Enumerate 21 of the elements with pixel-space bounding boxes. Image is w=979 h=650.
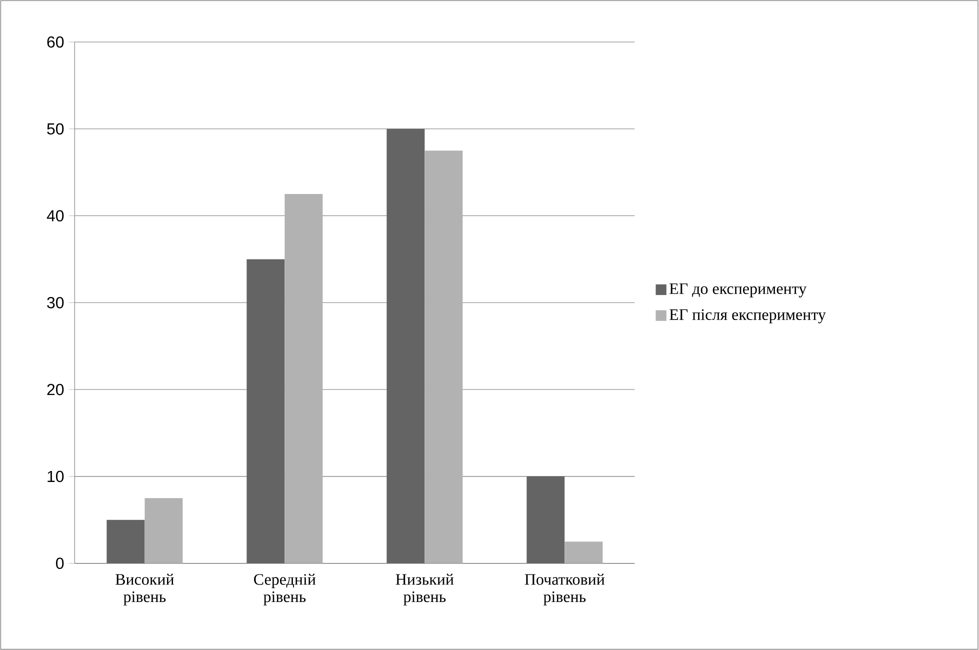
y-tick-label: 40 xyxy=(46,210,64,222)
x-tick-label: Високий рівень xyxy=(116,574,174,606)
bar xyxy=(386,128,425,564)
bar xyxy=(284,194,323,564)
y-tick-label: 0 xyxy=(56,558,64,569)
y-tick-label: 50 xyxy=(47,123,64,135)
x-tick-label: Середній рівень xyxy=(254,574,316,606)
bar xyxy=(106,520,145,564)
x-tick-label: Початковий рівень xyxy=(524,574,605,606)
bar xyxy=(246,259,285,564)
y-tick-label: 60 xyxy=(47,36,64,48)
legend-label: ЕГ після експерименту xyxy=(670,309,826,324)
y-tick-label: 10 xyxy=(48,470,64,482)
bar xyxy=(526,476,565,564)
legend-label: ЕГ до експерименту xyxy=(670,283,807,298)
bar xyxy=(424,150,463,564)
x-tick-label: Низький рівень xyxy=(396,574,454,606)
y-tick-label: 20 xyxy=(47,384,64,396)
bar xyxy=(144,498,183,564)
y-tick-label: 30 xyxy=(47,297,64,308)
bar xyxy=(564,542,603,564)
